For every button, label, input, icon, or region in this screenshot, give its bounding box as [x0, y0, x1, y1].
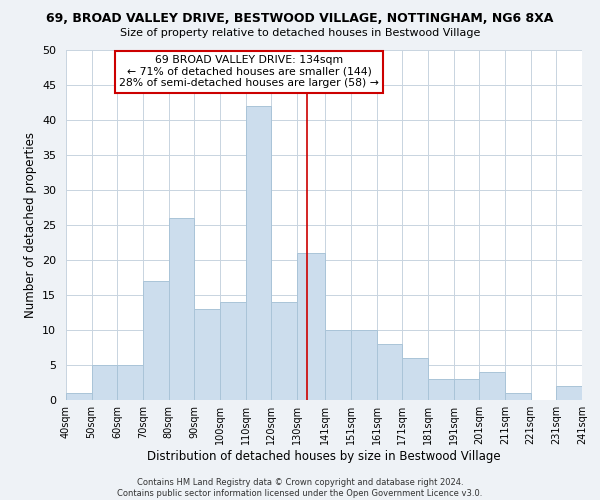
Bar [297, 253, 325, 400]
Bar [169, 218, 194, 400]
Bar [454, 379, 479, 400]
Bar [351, 330, 377, 400]
Bar [402, 358, 428, 400]
Bar [66, 393, 92, 400]
Bar [271, 302, 297, 400]
Bar [505, 393, 530, 400]
Bar [479, 372, 505, 400]
Bar [377, 344, 402, 400]
Text: Size of property relative to detached houses in Bestwood Village: Size of property relative to detached ho… [120, 28, 480, 38]
X-axis label: Distribution of detached houses by size in Bestwood Village: Distribution of detached houses by size … [147, 450, 501, 463]
Bar [143, 281, 169, 400]
Text: 69 BROAD VALLEY DRIVE: 134sqm
← 71% of detached houses are smaller (144)
28% of : 69 BROAD VALLEY DRIVE: 134sqm ← 71% of d… [119, 56, 379, 88]
Bar [325, 330, 351, 400]
Text: 69, BROAD VALLEY DRIVE, BESTWOOD VILLAGE, NOTTINGHAM, NG6 8XA: 69, BROAD VALLEY DRIVE, BESTWOOD VILLAGE… [46, 12, 554, 26]
Bar [428, 379, 454, 400]
Bar [220, 302, 246, 400]
Text: Contains HM Land Registry data © Crown copyright and database right 2024.
Contai: Contains HM Land Registry data © Crown c… [118, 478, 482, 498]
Bar [118, 365, 143, 400]
Bar [556, 386, 582, 400]
Bar [92, 365, 118, 400]
Bar [246, 106, 271, 400]
Bar [194, 309, 220, 400]
Y-axis label: Number of detached properties: Number of detached properties [23, 132, 37, 318]
